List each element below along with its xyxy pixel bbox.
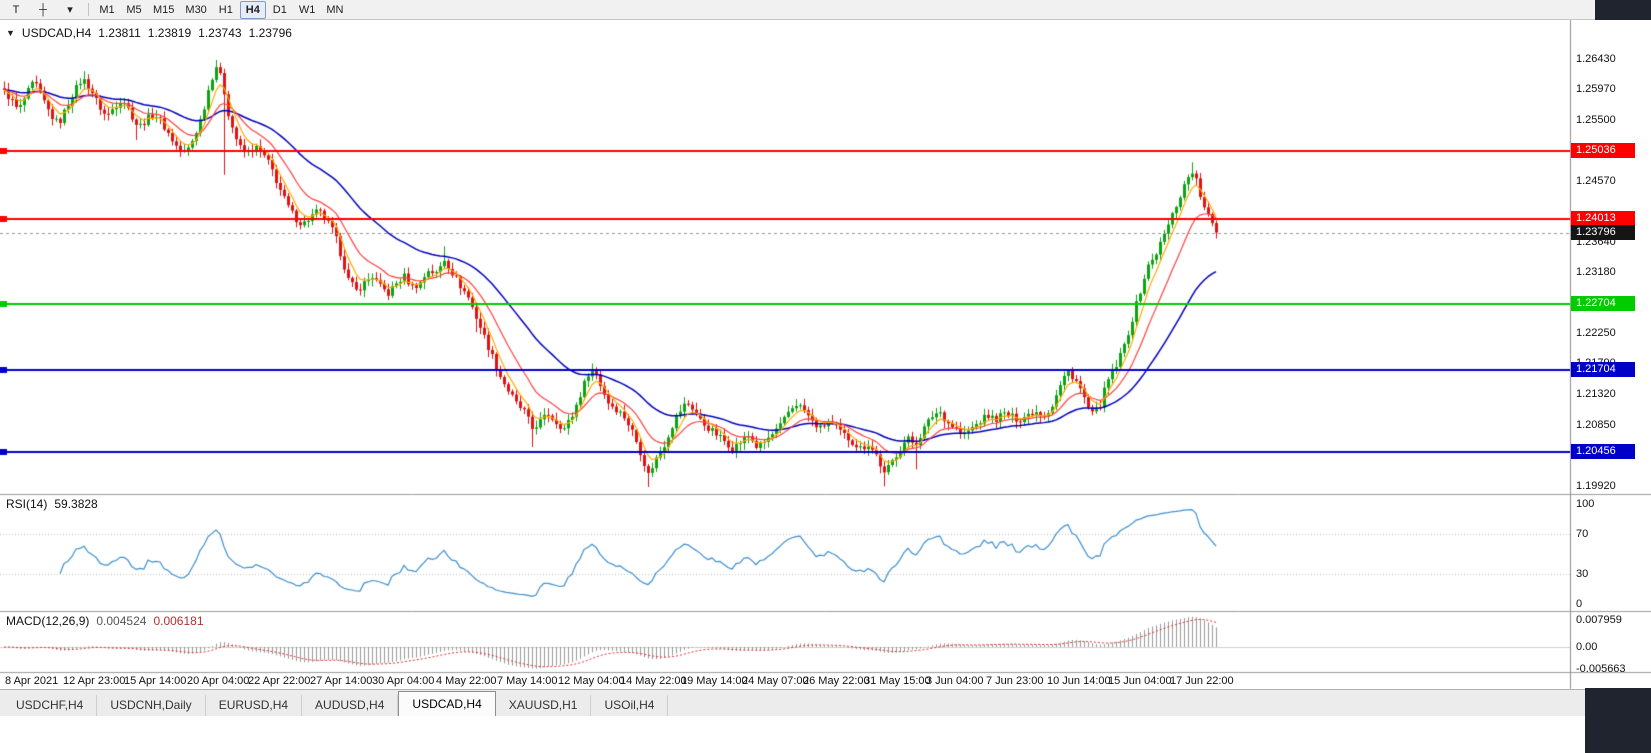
timeframe-button-mn[interactable]: MN: [326, 3, 344, 16]
time-axis-label: 30 Apr 04:00: [372, 675, 435, 687]
time-axis-label: 22 Apr 22:00: [248, 675, 311, 687]
ohlc-low: 1.23743: [198, 26, 242, 40]
timeframe-button-h1[interactable]: H1: [218, 3, 233, 16]
time-axis-label: 14 May 22:00: [620, 675, 687, 687]
macd-indicator-label: MACD(12,26,9) 0.004524 0.006181: [6, 614, 204, 628]
chart-tab-usdchf-h4[interactable]: USDCHF,H4: [3, 695, 98, 716]
toolbar-separator: [88, 3, 89, 16]
timeframe-button-m1[interactable]: M1: [99, 3, 115, 16]
chart-symbol-title: USDCAD,H4: [21, 26, 92, 40]
ohlc-open: 1.23811: [98, 26, 141, 40]
macd-scale-label: -0.005663: [1576, 663, 1626, 675]
hline-price-box[interactable]: 1.21704: [1571, 362, 1635, 377]
price-axis-label: 1.26430: [1576, 53, 1616, 65]
rsi-scale-label: 0: [1576, 598, 1583, 610]
price-axis-label: 1.23180: [1576, 266, 1616, 278]
time-axis-label: 24 May 07:00: [742, 675, 809, 687]
chart-tab-bar: USDCHF,H4 USDCNH,Daily EURUSD,H4 AUDUSD,H4 U…: [0, 689, 1651, 716]
tool-dropdown-caret-icon[interactable]: ▾: [67, 3, 73, 16]
ohlc-high: 1.23819: [147, 26, 192, 40]
bottom-filler: [0, 716, 1651, 753]
timeframe-button-w1[interactable]: W1: [298, 3, 316, 16]
time-axis-label: 31 May 15:00: [864, 675, 931, 687]
rsi-scale-label: 30: [1576, 568, 1589, 580]
rsi-value: 59.3828: [54, 497, 98, 511]
crosshair-tool-icon[interactable]: ┼: [39, 3, 47, 16]
macd-scale-label: 0.007959: [1576, 614, 1622, 626]
window-corner-dark-top: [1595, 0, 1651, 20]
timeframe-button-m15[interactable]: M15: [153, 3, 175, 16]
time-axis-label: 12 Apr 23:00: [63, 675, 126, 687]
price-axis-label: 1.25500: [1576, 114, 1616, 126]
hline-price-box[interactable]: 1.20456: [1571, 444, 1635, 459]
time-axis-label: 7 May 14:00: [497, 675, 558, 687]
price-axis-label: 1.24570: [1576, 175, 1616, 187]
hline-price-box[interactable]: 1.25036: [1571, 143, 1635, 158]
rsi-name: RSI(14): [6, 497, 48, 511]
price-axis-label: 1.19920: [1576, 480, 1616, 492]
time-axis-label: 15 Apr 14:00: [124, 675, 187, 687]
macd-name: MACD(12,26,9): [6, 614, 90, 628]
time-axis-label: 12 May 04:00: [558, 675, 625, 687]
time-axis-label: 19 May 14:00: [681, 675, 748, 687]
text-tool-button[interactable]: T: [12, 3, 20, 16]
quick-trade-arrow-icon[interactable]: ▼: [6, 28, 15, 38]
time-axis-label: 15 Jun 04:00: [1108, 675, 1172, 687]
rsi-indicator-label: RSI(14) 59.3828: [6, 497, 98, 511]
time-axis-label: 3 Jun 04:00: [926, 675, 984, 687]
chart-tab-usdcad-h4[interactable]: USDCAD,H4: [398, 691, 496, 716]
macd-signal-value: 0.006181: [153, 614, 204, 628]
timeframe-button-h4[interactable]: H4: [239, 0, 266, 19]
window-corner-dark-bottom: [1585, 688, 1651, 753]
time-axis-label: 4 May 22:00: [436, 675, 497, 687]
hline-price-box[interactable]: 1.22704: [1571, 296, 1635, 311]
price-axis-label: 1.22250: [1576, 327, 1616, 339]
timeframe-button-group: M1 M5 M15 M30 H1 H4 D1 W1 MN: [94, 0, 348, 19]
time-axis-label: 26 May 22:00: [803, 675, 870, 687]
timeframe-button-d1[interactable]: D1: [272, 3, 287, 16]
time-axis-label: 7 Jun 23:00: [986, 675, 1044, 687]
rsi-scale-label: 100: [1576, 498, 1595, 510]
chart-tab-eurusd-h4[interactable]: EURUSD,H4: [205, 695, 303, 716]
ohlc-close: 1.23796: [248, 26, 292, 40]
price-axis-label: 1.20850: [1576, 419, 1616, 431]
macd-scale-label: 0.00: [1576, 641, 1598, 653]
chart-tab-usoil-h4[interactable]: USOil,H4: [591, 695, 669, 716]
time-axis-label: 17 Jun 22:00: [1170, 675, 1234, 687]
price-axis-label: 1.25970: [1576, 83, 1616, 95]
chart-tab-xauusd-h1[interactable]: XAUUSD,H1: [495, 695, 592, 716]
timeframe-toolbar: T ┼ ▾ M1 M5 M15 M30 H1 H4 D1 W1 MN: [0, 0, 1651, 20]
price-axis-label: 1.21320: [1576, 388, 1616, 400]
timeframe-button-m30[interactable]: M30: [185, 3, 207, 16]
chart-tab-usdcnh-daily[interactable]: USDCNH,Daily: [97, 695, 206, 716]
chart-header: ▼ USDCAD,H4 1.23811 1.23819 1.23743 1.23…: [6, 26, 292, 40]
current-price-box: 1.23796: [1571, 225, 1635, 240]
time-axis-label: 20 Apr 04:00: [187, 675, 250, 687]
chart-tab-audusd-h4[interactable]: AUDUSD,H4: [302, 695, 399, 716]
macd-main-value: 0.004524: [96, 614, 147, 628]
timeframe-button-m5[interactable]: M5: [126, 3, 142, 16]
hline-price-box[interactable]: 1.24013: [1571, 211, 1635, 226]
rsi-scale-label: 70: [1576, 528, 1589, 540]
time-axis-label: 10 Jun 14:00: [1047, 675, 1111, 687]
time-axis-label: 8 Apr 2021: [5, 675, 59, 687]
time-axis-label: 27 Apr 14:00: [310, 675, 373, 687]
